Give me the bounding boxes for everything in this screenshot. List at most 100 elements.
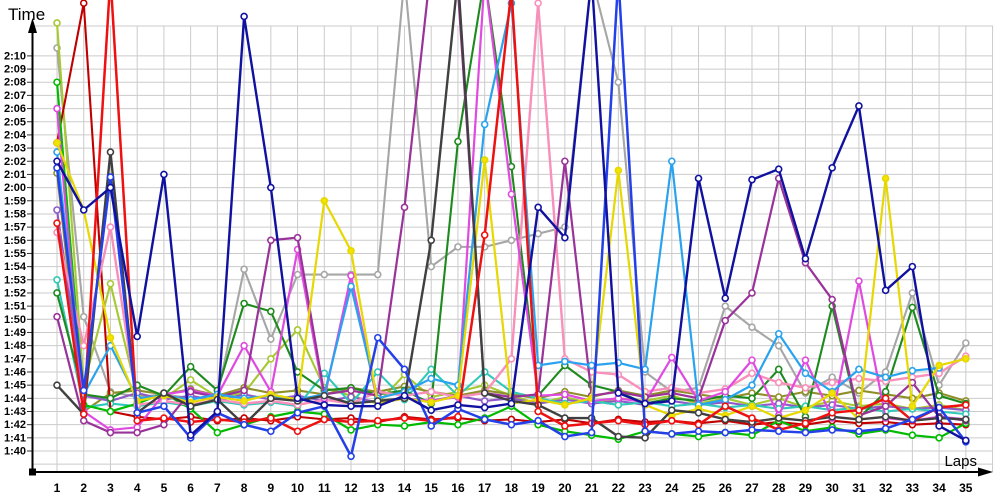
x-tick-label: 4	[134, 481, 141, 495]
x-tick-label: 25	[692, 481, 706, 495]
data-point-magenta	[53, 104, 61, 113]
data-point-skyblue	[427, 374, 436, 383]
data-point-gray	[427, 262, 436, 271]
data-point-blue	[881, 424, 890, 433]
y-tick-label: 2:00	[4, 182, 26, 194]
x-tick-label: 19	[531, 481, 545, 495]
data-point-navy	[213, 407, 222, 416]
data-point-gray	[320, 270, 329, 279]
x-tick-label: 2	[80, 481, 87, 495]
y-tick-label: 1:42	[4, 419, 26, 431]
data-point-yellow	[828, 389, 836, 397]
data-point-yellow	[240, 397, 248, 405]
y-tick-label: 1:43	[4, 406, 26, 418]
data-point-navy	[614, 389, 623, 397]
data-point-yellow	[561, 401, 569, 409]
data-point-skyblue	[667, 157, 676, 166]
data-point-blue	[79, 386, 88, 395]
data-point-cyan	[427, 365, 436, 374]
data-point-black	[962, 415, 970, 424]
data-point-navy	[320, 401, 329, 409]
data-point-black	[667, 406, 676, 414]
data-point-gray	[373, 270, 382, 279]
data-point-blue	[373, 333, 382, 342]
data-point-navy	[240, 12, 248, 21]
data-point-blue	[427, 422, 436, 430]
data-point-black	[320, 391, 329, 400]
data-point-gray	[721, 302, 730, 310]
x-tick-label: 16	[451, 481, 465, 495]
data-point-blue	[561, 432, 569, 441]
data-point-blue	[641, 427, 649, 436]
data-point-skyblue	[801, 369, 810, 378]
y-tick-label: 2:09	[4, 64, 26, 76]
data-point-red	[748, 414, 756, 422]
data-point-pink	[855, 374, 863, 383]
data-point-navy	[881, 286, 890, 295]
data-point-yellow	[614, 166, 623, 175]
data-point-red	[347, 418, 355, 426]
data-point-black	[694, 409, 703, 417]
data-point-skyblue	[881, 373, 890, 382]
data-point-red	[828, 409, 836, 417]
data-point-red	[694, 420, 703, 429]
x-tick-label: 29	[799, 481, 813, 495]
y-tick-label: 1:59	[4, 195, 26, 207]
data-point-skyblue	[721, 395, 730, 404]
data-point-blue	[694, 427, 703, 436]
data-point-darkred	[79, 0, 88, 8]
series-skyblue	[53, 0, 943, 409]
data-point-yellowgreen	[267, 355, 275, 363]
data-point-black	[641, 434, 649, 442]
data-point-violet	[53, 206, 61, 214]
data-point-blue	[267, 427, 275, 436]
data-point-cyan	[53, 275, 61, 284]
data-point-blue	[774, 427, 783, 436]
y-tick-label: 1:49	[4, 327, 26, 339]
data-point-red	[614, 416, 623, 425]
data-point-darkgreen	[267, 307, 275, 316]
data-point-yellow	[748, 402, 756, 411]
y-tick-label: 2:08	[4, 77, 26, 89]
x-tick-label: 17	[478, 481, 492, 495]
data-point-gray	[748, 323, 756, 332]
data-point-magenta	[801, 356, 810, 364]
data-point-pink	[801, 383, 810, 392]
data-point-navy	[400, 391, 409, 400]
data-point-navy	[347, 402, 355, 411]
data-point-purple	[721, 316, 730, 325]
x-axis	[29, 467, 993, 477]
data-point-gray	[267, 335, 275, 343]
data-point-magenta	[347, 272, 355, 280]
data-point-blue	[667, 430, 676, 438]
data-point-gray	[293, 270, 302, 279]
data-point-blue	[293, 409, 302, 417]
x-tick-label: 22	[612, 481, 626, 495]
data-point-violet	[480, 397, 489, 405]
data-point-red	[667, 416, 676, 425]
data-point-black	[614, 432, 623, 441]
data-point-gray	[240, 265, 248, 274]
data-point-skyblue	[748, 381, 756, 389]
data-point-darkgreen	[748, 394, 756, 403]
data-point-purple	[828, 295, 836, 304]
data-point-olive	[774, 393, 783, 401]
y-tick-label: 1:54	[4, 261, 27, 273]
x-tick-label: 7	[214, 481, 221, 495]
data-point-skyblue	[908, 366, 917, 375]
data-point-black	[160, 389, 168, 397]
x-tick-label: 13	[371, 481, 385, 495]
data-point-purple	[79, 416, 88, 425]
data-point-black	[881, 412, 890, 421]
data-point-purple	[293, 233, 302, 242]
data-point-navy	[694, 174, 703, 183]
data-point-red	[480, 231, 489, 239]
data-point-green	[347, 426, 355, 434]
data-point-yellow	[480, 156, 489, 164]
data-point-pink	[79, 341, 88, 350]
x-tick-label: 11	[318, 481, 331, 495]
y-tick-label: 1:47	[4, 353, 26, 365]
data-point-blue	[106, 173, 115, 181]
x-tick-label: 18	[505, 481, 519, 495]
